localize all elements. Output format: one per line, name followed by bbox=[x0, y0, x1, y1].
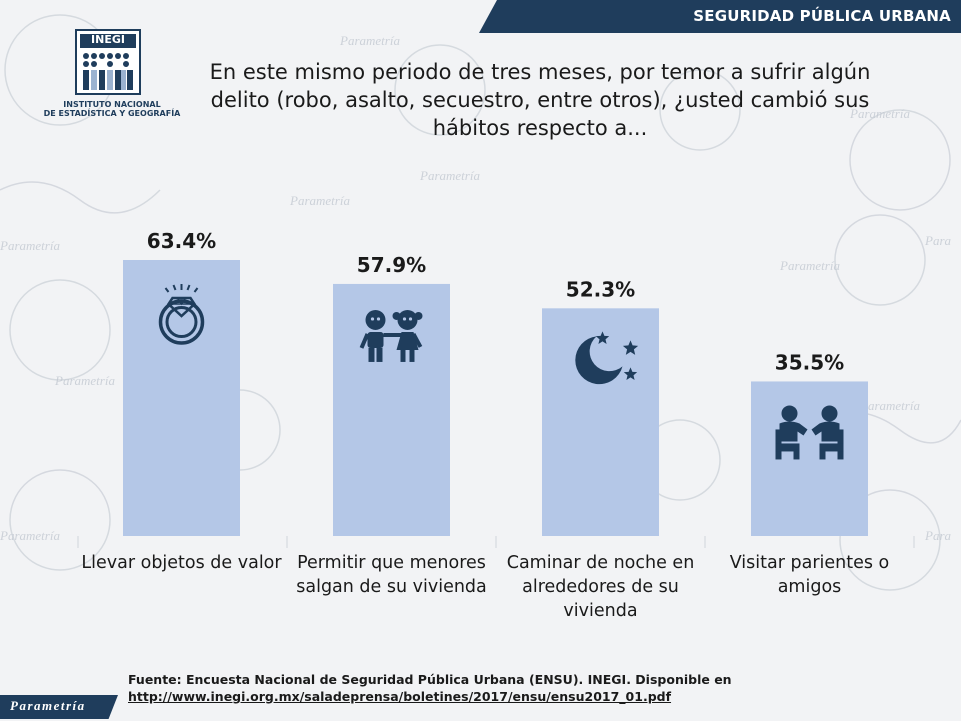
svg-text:Para: Para bbox=[924, 528, 952, 543]
category-label: vivienda bbox=[563, 601, 637, 621]
category-label: Visitar parientes o bbox=[730, 553, 890, 573]
moon-stars-icon bbox=[575, 331, 639, 385]
value-label: 57.9% bbox=[357, 253, 426, 277]
source-link[interactable]: http://www.inegi.org.mx/saladeprensa/bol… bbox=[128, 689, 672, 704]
svg-text:Parametría: Parametría bbox=[849, 106, 910, 121]
value-label: 35.5% bbox=[775, 350, 844, 374]
category-label: Llevar objetos de valor bbox=[81, 553, 282, 573]
value-label: 52.3% bbox=[566, 277, 635, 301]
svg-text:Para: Para bbox=[924, 233, 952, 248]
logo-line-1: INSTITUTO NACIONAL bbox=[63, 100, 161, 109]
category-label: alrededores de su bbox=[522, 577, 679, 597]
logo-line-2: DE ESTADÍSTICA Y GEOGRAFÍA bbox=[43, 109, 181, 118]
source-text: Fuente: Encuesta Nacional de Seguridad P… bbox=[128, 672, 732, 687]
svg-text:Parametría: Parametría bbox=[0, 528, 60, 543]
category-label: Caminar de noche en bbox=[507, 553, 695, 573]
inegi-logo: INEGI INSTITUTO NACIONAL DE ESTADÍSTICA … bbox=[36, 28, 186, 120]
category-label: salgan de su vivienda bbox=[296, 577, 487, 597]
value-label: 63.4% bbox=[147, 229, 216, 253]
source-note: Fuente: Encuesta Nacional de Seguridad P… bbox=[128, 671, 850, 705]
ring-icon bbox=[158, 284, 205, 345]
bar bbox=[751, 381, 868, 536]
brand-label: Parametría bbox=[10, 698, 86, 713]
svg-text:Parametría: Parametría bbox=[339, 33, 400, 48]
svg-text:Parametría: Parametría bbox=[859, 398, 920, 413]
survey-question: En este mismo periodo de tres meses, por… bbox=[209, 60, 871, 140]
children-icon bbox=[359, 309, 423, 362]
category-label: amigos bbox=[778, 577, 842, 597]
bar bbox=[333, 283, 450, 536]
svg-text:Parametría: Parametría bbox=[779, 258, 840, 273]
inegi-acronym: INEGI bbox=[91, 33, 125, 46]
parametria-brand: Parametría bbox=[0, 695, 118, 719]
category-label: Permitir que menores bbox=[297, 553, 486, 573]
svg-text:Parametría: Parametría bbox=[54, 373, 115, 388]
inegi-logo-icon bbox=[75, 29, 141, 95]
svg-text:Parametría: Parametría bbox=[0, 238, 60, 253]
svg-text:Parametría: Parametría bbox=[289, 193, 350, 208]
people-talking-icon bbox=[775, 405, 844, 460]
section-title: SEGURIDAD PÚBLICA URBANA bbox=[693, 7, 951, 25]
section-banner: SEGURIDAD PÚBLICA URBANA bbox=[479, 0, 961, 33]
bar bbox=[542, 308, 659, 536]
svg-text:Parametría: Parametría bbox=[419, 168, 480, 183]
